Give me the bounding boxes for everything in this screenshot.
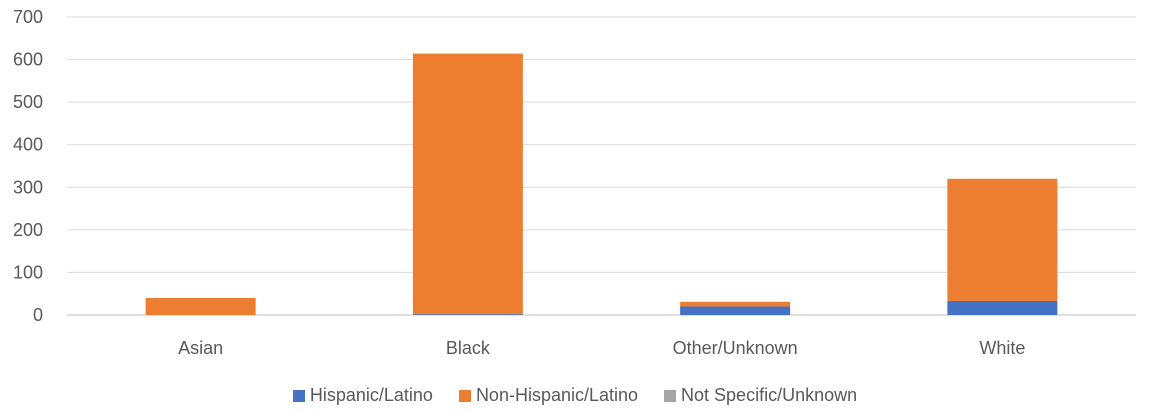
y-tick-label: 600	[13, 50, 43, 70]
legend-label: Not Specific/Unknown	[681, 385, 858, 405]
legend-label: Non-Hispanic/Latino	[475, 385, 639, 405]
bar-segment	[947, 300, 1058, 315]
legend-item: Non-Hispanic/Latino	[458, 385, 639, 406]
y-axis-tick-labels: 0 100 200 300 400 500 600 700	[13, 7, 43, 325]
y-tick-label: 400	[13, 135, 43, 155]
gridlines	[67, 16, 1136, 316]
legend: Hispanic/Latino Non-Hispanic/Latino Not Sp…	[0, 385, 1150, 406]
legend-swatch	[292, 389, 305, 402]
legend-label: Hispanic/Latino	[309, 385, 433, 405]
legend-swatch	[458, 389, 471, 402]
x-tick-label: Other/Unknown	[673, 338, 798, 358]
y-tick-label: 200	[13, 220, 43, 240]
y-tick-label: 0	[33, 305, 43, 325]
legend-item: Hispanic/Latino	[292, 385, 433, 406]
y-tick-label: 700	[13, 7, 43, 27]
bars	[145, 53, 1058, 315]
bar-segment	[947, 178, 1058, 301]
x-axis-tick-labels: Asian Black Other/Unknown White	[178, 338, 1025, 358]
bar-segment	[412, 314, 523, 315]
y-tick-label: 300	[13, 177, 43, 197]
x-tick-label: Black	[446, 338, 491, 358]
x-tick-label: White	[979, 338, 1025, 358]
bar-segment	[680, 301, 791, 307]
x-tick-label: Asian	[178, 338, 223, 358]
y-tick-label: 500	[13, 92, 43, 112]
legend-item: Not Specific/Unknown	[664, 385, 857, 406]
bar-segment	[145, 297, 256, 315]
y-tick-label: 100	[13, 262, 43, 282]
legend-swatch	[664, 389, 677, 402]
bar-segment	[680, 306, 791, 315]
bar-segment	[412, 53, 523, 315]
